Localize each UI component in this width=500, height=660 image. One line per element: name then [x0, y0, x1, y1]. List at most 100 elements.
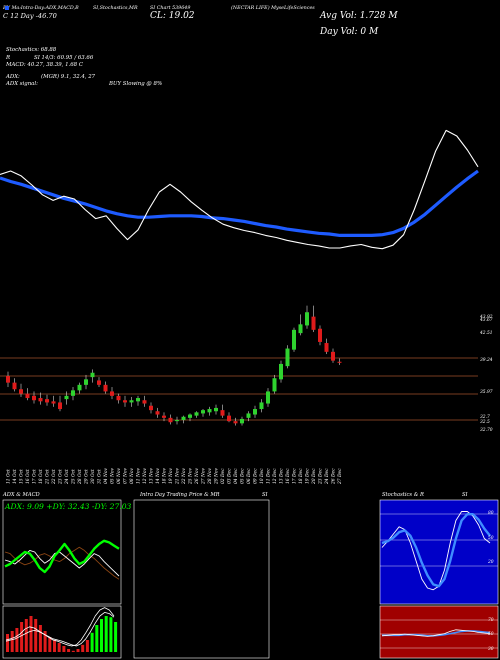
ma-line — [0, 169, 479, 237]
date-tick: 06 Nov — [117, 468, 122, 484]
intraday-panel — [133, 499, 270, 659]
macd-bar — [29, 616, 33, 652]
date-tick: 14 Oct — [13, 469, 18, 484]
candle-up — [292, 329, 296, 350]
stochastics-panel — [379, 499, 499, 605]
candle-down — [149, 405, 153, 411]
candle-down — [233, 421, 238, 424]
candle-down — [6, 376, 10, 383]
adx-line: ADX: (MGR) 9.1, 32.4, 27 — [6, 74, 162, 82]
moving-average-chart — [0, 129, 479, 250]
stoch-title: Stochastics & R — [382, 492, 424, 498]
price-label: 32.7 — [480, 415, 490, 420]
adx-line-green — [4, 539, 120, 574]
candle-up — [214, 407, 218, 412]
date-tick: 05 Nov — [111, 468, 116, 484]
candlestick-chart — [6, 305, 342, 426]
candle-down — [311, 316, 316, 330]
candle-down — [19, 389, 23, 394]
mrsi-values: (MGR) 9.1, 32.4, 27 — [41, 73, 96, 80]
date-tick: 17 Oct — [33, 469, 38, 484]
macd-bar — [57, 643, 61, 652]
date-tick: 14 Nov — [156, 468, 161, 484]
price-label: 35.97 — [480, 390, 493, 395]
date-tick: 10 Dec — [260, 468, 265, 484]
candle-up — [266, 391, 270, 404]
candle-down — [51, 401, 56, 404]
price-label: 32.5 — [480, 420, 490, 425]
date-tick: 15 Oct — [20, 469, 25, 484]
adx-line-brown — [4, 546, 120, 580]
candle-down — [142, 400, 147, 404]
candle-up — [240, 418, 244, 424]
candle-up — [298, 324, 303, 334]
candle-down — [162, 415, 166, 418]
candle-down — [58, 402, 62, 410]
date-tick: 03 Dec — [228, 468, 233, 484]
candle-up — [129, 400, 134, 403]
candle-down — [110, 391, 114, 396]
rsi-label: R — [6, 54, 11, 61]
candle-up — [77, 384, 82, 391]
header-line2-left: C 12 Day -46.70 — [3, 12, 57, 20]
date-tick: 19 Nov — [169, 468, 174, 484]
candle-up — [246, 413, 251, 418]
indicator-info: Stochastics: 68.88 R SI 14/3: 60.95 / 63.… — [6, 47, 162, 89]
date-tick: 25 Nov — [189, 468, 194, 485]
date-axis: 11 Oct 14 Oct 15 Oct 16 Oct 17 Oct 18 Oct 21 O… — [7, 468, 344, 485]
macd-bar — [109, 617, 113, 652]
macd-bar — [38, 625, 42, 652]
candle-up — [188, 414, 192, 418]
rsi-tick-30: 30 — [488, 647, 494, 652]
candle-down — [103, 384, 108, 392]
date-tick: 27 Nov — [202, 468, 207, 485]
date-tick: 30 Oct — [91, 469, 96, 484]
stoch-title-si: SI — [462, 492, 469, 498]
macd-bar — [43, 631, 47, 652]
date-tick: 12 Nov — [143, 468, 148, 484]
date-tick: 09 Dec — [254, 468, 259, 484]
date-tick: 29 Oct — [85, 469, 90, 485]
macd-bar — [100, 619, 103, 652]
date-tick: 24 Oct — [65, 469, 70, 485]
macd-bar — [71, 650, 75, 652]
intraday-title: Intra Day Trading Price & MR — [139, 492, 220, 498]
adx-line-white — [4, 549, 120, 577]
price-label: 32.70 — [480, 428, 493, 433]
macd-bar — [10, 631, 14, 652]
date-tick: 25 Oct — [72, 469, 77, 485]
candle-up — [136, 398, 140, 402]
candle-up — [201, 410, 205, 414]
date-tick: 11 Nov — [137, 468, 142, 484]
candle-up — [90, 372, 95, 378]
macd-bar — [62, 646, 66, 652]
candle-down — [155, 411, 160, 415]
macd-bar — [85, 640, 89, 652]
candle-up — [84, 379, 88, 385]
rsi-line — [381, 629, 491, 637]
adx-macd-title: ADX & MACD — [2, 492, 41, 498]
candle-down — [38, 398, 43, 402]
price-line — [0, 129, 479, 250]
rsi-values: SI 14/3: 60.95 / 63.66 — [34, 54, 94, 61]
rsi-tick-50: 50 — [488, 632, 494, 637]
macd-line: MACD: 40.27, 38.39, 1.68 C — [6, 62, 83, 69]
candle-down — [324, 343, 329, 352]
macd-bar — [104, 616, 108, 652]
date-tick: 26 Dec — [332, 468, 337, 485]
macd-signal-line — [5, 612, 115, 647]
candle-up — [279, 363, 283, 380]
candle-down — [168, 417, 173, 423]
candle-down — [32, 395, 36, 401]
candle-up — [71, 390, 75, 396]
date-tick: 18 Dec — [299, 468, 304, 484]
date-tick: 21 Oct — [46, 469, 51, 485]
date-tick: 24 Dec — [325, 468, 330, 485]
price-label: 43.92 — [479, 315, 493, 320]
candle-down — [337, 361, 342, 363]
macd-bar — [48, 637, 52, 652]
macd-bar — [76, 649, 80, 652]
